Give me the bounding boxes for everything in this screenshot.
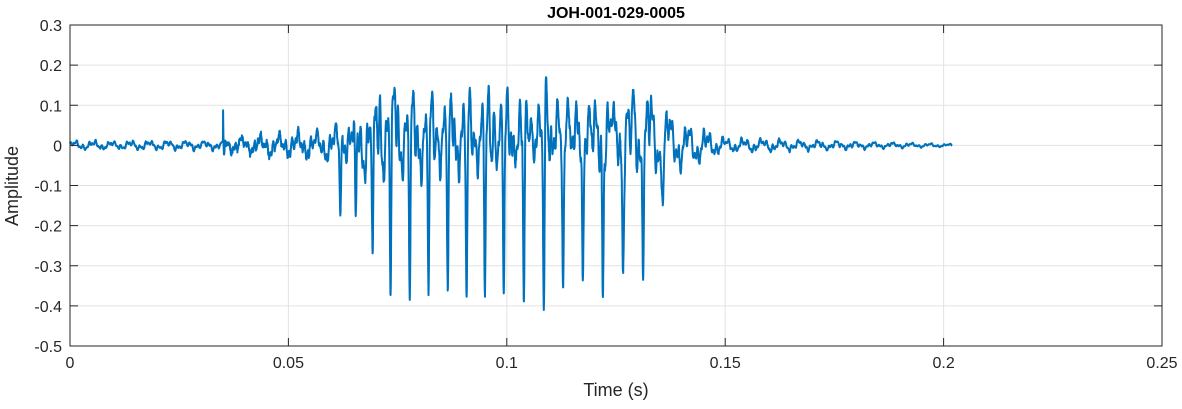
plot-lines <box>69 76 953 311</box>
waveform-line <box>69 76 953 311</box>
y-tick-label: -0.5 <box>34 339 62 356</box>
x-tick-label: 0.25 <box>1146 355 1177 372</box>
y-tick-label: 0.3 <box>40 18 62 35</box>
y-tick-label: -0.4 <box>34 299 62 316</box>
x-axis-label: Time (s) <box>583 380 648 400</box>
x-tick-label: 0 <box>66 355 75 372</box>
y-tick-label: -0.2 <box>34 219 62 236</box>
x-tick-label: 0.2 <box>932 355 954 372</box>
chart-title: JOH-001-029-0005 <box>547 5 685 22</box>
x-tick-label: 0.1 <box>496 355 518 372</box>
ticks: 0 0.05 0.1 0.15 0.2 0.25 0.3 0.2 0.1 0 -0.1 -0.2 -0.… <box>34 18 1177 372</box>
y-tick-label: -0.3 <box>34 259 62 276</box>
y-tick-label: 0.2 <box>40 58 62 75</box>
y-tick-label: 0 <box>53 138 62 155</box>
x-tick-label: 0.15 <box>710 355 741 372</box>
y-axis-label: Amplitude <box>2 146 22 226</box>
x-tick-label: 0.05 <box>273 355 304 372</box>
y-tick-label: 0.1 <box>40 98 62 115</box>
y-tick-label: -0.1 <box>34 179 62 196</box>
